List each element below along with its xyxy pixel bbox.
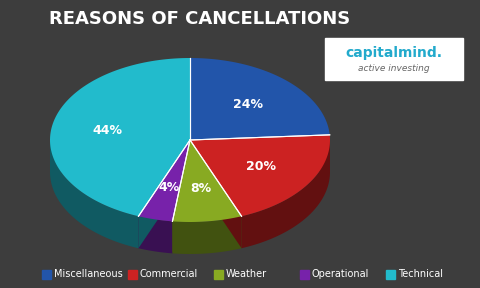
Polygon shape [50,58,190,216]
Text: Miscellaneous: Miscellaneous [54,269,123,279]
Polygon shape [172,140,190,253]
Text: 44%: 44% [93,124,122,137]
Polygon shape [190,140,241,248]
Bar [386,270,395,278]
Text: capitalmind.: capitalmind. [346,46,443,60]
Text: Technical: Technical [398,269,443,279]
Bar [128,270,137,278]
Polygon shape [50,140,138,248]
Bar [214,270,223,278]
Text: active investing: active investing [358,64,430,73]
Bar [325,38,463,80]
Polygon shape [190,140,330,172]
Polygon shape [190,135,330,216]
Polygon shape [172,216,241,254]
Polygon shape [190,140,241,248]
Polygon shape [50,140,190,172]
Polygon shape [190,58,330,140]
Text: 20%: 20% [246,160,276,173]
Text: 24%: 24% [232,98,263,111]
Polygon shape [172,140,241,222]
Text: 8%: 8% [190,182,211,195]
Text: REASONS OF CANCELLATIONS: REASONS OF CANCELLATIONS [49,10,350,28]
Polygon shape [172,140,190,253]
Bar [42,270,51,278]
Polygon shape [138,140,190,221]
Polygon shape [138,216,172,253]
Text: Weather: Weather [226,269,267,279]
Bar [300,270,309,278]
Text: 4%: 4% [158,181,180,194]
Text: Commercial: Commercial [140,269,198,279]
Polygon shape [138,140,190,248]
Text: Operational: Operational [312,269,370,279]
Polygon shape [241,140,330,248]
Polygon shape [138,140,190,248]
